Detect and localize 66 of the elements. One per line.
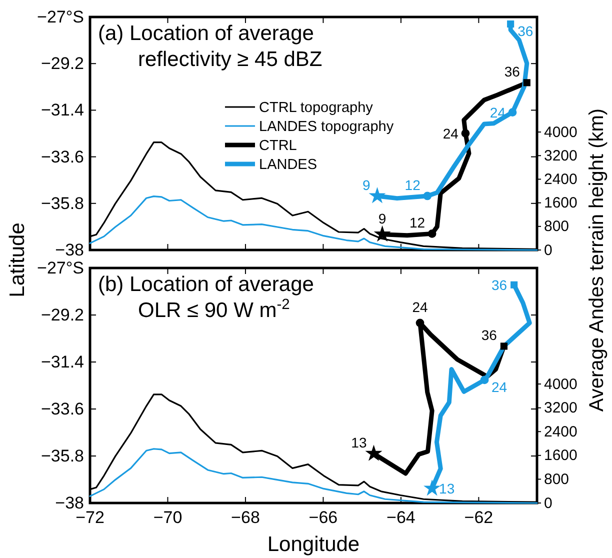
x-tick-label: −62	[464, 508, 494, 528]
y-tick-label: −31.4	[40, 352, 84, 372]
x-tick-label: −64	[386, 508, 416, 528]
point	[424, 480, 441, 496]
annotation: 9	[378, 210, 386, 226]
point	[423, 192, 432, 200]
annotation: 36	[481, 327, 498, 344]
annotation: 36	[518, 22, 534, 39]
annotation: 36	[491, 276, 508, 293]
line-series	[89, 196, 538, 251]
point	[523, 79, 530, 86]
y2-tick-label: 2400	[544, 423, 578, 440]
y2-tick-label: 2400	[544, 171, 578, 188]
annotation: 9	[362, 176, 370, 193]
y-axis-title: Latitude	[6, 222, 29, 298]
y2-tick-label: 0	[544, 494, 552, 512]
legend-label: LANDES	[259, 157, 318, 173]
y2-tick-label: 800	[544, 218, 570, 236]
legend-label: CTRL	[259, 138, 297, 154]
annotation: 12	[409, 214, 426, 231]
point	[416, 318, 424, 328]
x-tick-label: −70	[153, 508, 182, 528]
point	[508, 108, 517, 116]
y-tick-label: −29.2	[40, 305, 84, 324]
x-tick-label: −66	[308, 508, 338, 528]
text: (a) Location of average reflectivity ≥ 45 dBZ	[98, 22, 322, 71]
point	[428, 230, 436, 238]
y-tick-label: −31.4	[40, 100, 84, 120]
y-tick-label: −35.8	[40, 194, 84, 213]
point	[480, 376, 489, 384]
y-tick-label: −38	[55, 240, 84, 260]
point	[500, 342, 508, 350]
y2-tick-label: 0	[544, 242, 552, 259]
x-tick-label: −68	[231, 508, 260, 528]
y-tick-label: −27°S	[37, 7, 84, 26]
y-tick-label: −33.6	[40, 399, 84, 418]
point	[510, 281, 518, 288]
legend-label: CTRL topography	[259, 100, 374, 116]
annotation: 24	[412, 298, 428, 315]
y2-tick-label: 3200	[544, 400, 578, 417]
y2-tick-label: 800	[544, 471, 570, 488]
annotation: 24	[492, 378, 508, 395]
text: (b) Location of average OLR ≤ 90 W m$^{-2}$	[98, 273, 314, 322]
line-series	[89, 448, 538, 504]
y-tick-label: −29.2	[40, 54, 84, 74]
x-axis-title: Longitude	[267, 533, 360, 556]
y2-tick-label: 4000	[544, 376, 578, 393]
y-tick-label: −33.6	[40, 147, 84, 166]
annotation: 13	[351, 434, 367, 451]
annotation: 24	[442, 125, 459, 142]
point	[368, 187, 386, 204]
y-tick-label: −35.8	[40, 446, 84, 466]
y-tick-label: −27°S	[37, 258, 84, 278]
y2-axis-title: Average Andes terrain height (km)	[586, 108, 608, 412]
annotation: 36	[504, 64, 520, 80]
point	[365, 444, 382, 461]
y2-tick-label: 1600	[544, 194, 578, 212]
point	[461, 129, 470, 138]
y2-tick-label: 1600	[544, 447, 578, 464]
y2-tick-label: 3200	[544, 147, 578, 164]
legend-label: LANDES topography	[259, 119, 394, 135]
annotation: 12	[404, 176, 421, 193]
annotation: 13	[439, 480, 455, 496]
y2-tick-label: 4000	[544, 124, 578, 141]
point	[507, 20, 514, 28]
point	[374, 225, 391, 242]
